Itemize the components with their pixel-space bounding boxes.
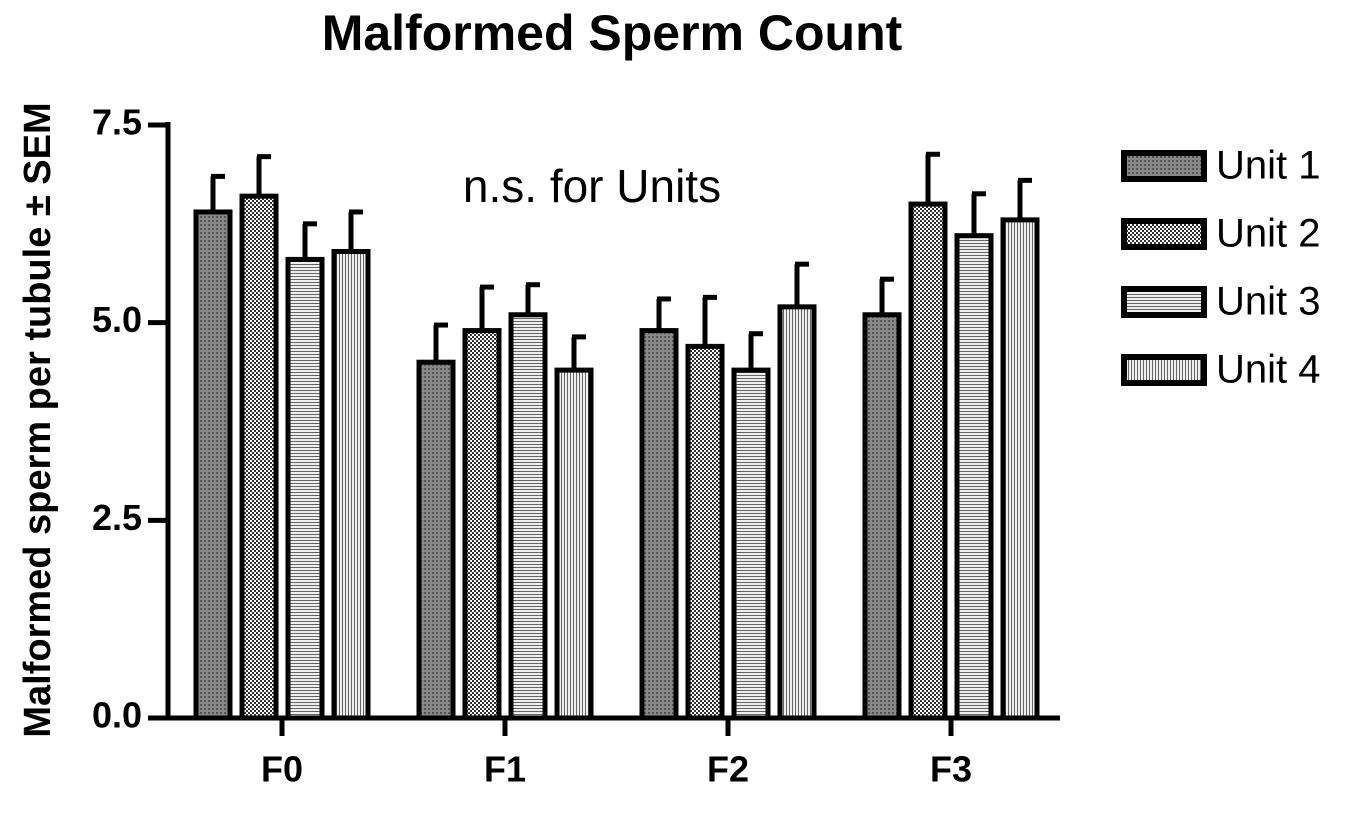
bar [639,328,679,721]
bar [193,209,233,721]
legend-swatch [1121,150,1207,182]
bar [954,233,994,721]
bar [285,256,325,721]
bar [1000,217,1040,721]
bar [331,249,371,721]
y-tick-label: 7.5 [92,102,142,143]
bar [777,304,817,721]
x-tick-label: F2 [707,749,749,790]
y-tick-label: 5.0 [92,299,142,340]
legend-swatch [1121,286,1207,318]
legend-label: Unit 4 [1216,348,1321,392]
legend-label: Unit 3 [1216,280,1321,324]
legend-swatch [1121,354,1207,386]
x-tick-label: F0 [261,749,303,790]
bar [239,193,279,721]
legend-label: Unit 2 [1216,212,1321,256]
y-tick-label: 0.0 [92,695,142,736]
x-tick-label: F1 [484,749,526,790]
legend-swatch [1121,218,1207,250]
x-tick-label: F3 [930,749,972,790]
legend-label: Unit 1 [1216,144,1321,188]
bar [908,201,948,721]
bar [685,343,725,721]
bar [508,312,548,721]
bar [416,359,456,721]
bar [462,328,502,721]
bar [862,312,902,721]
annotation: n.s. for Units [463,160,721,212]
bar [731,367,771,721]
y-axis-label: Malformed sperm per tubule ± SEM [17,102,59,737]
chart-title: Malformed Sperm Count [322,5,903,61]
bar [554,367,594,721]
y-tick-label: 2.5 [92,497,142,538]
